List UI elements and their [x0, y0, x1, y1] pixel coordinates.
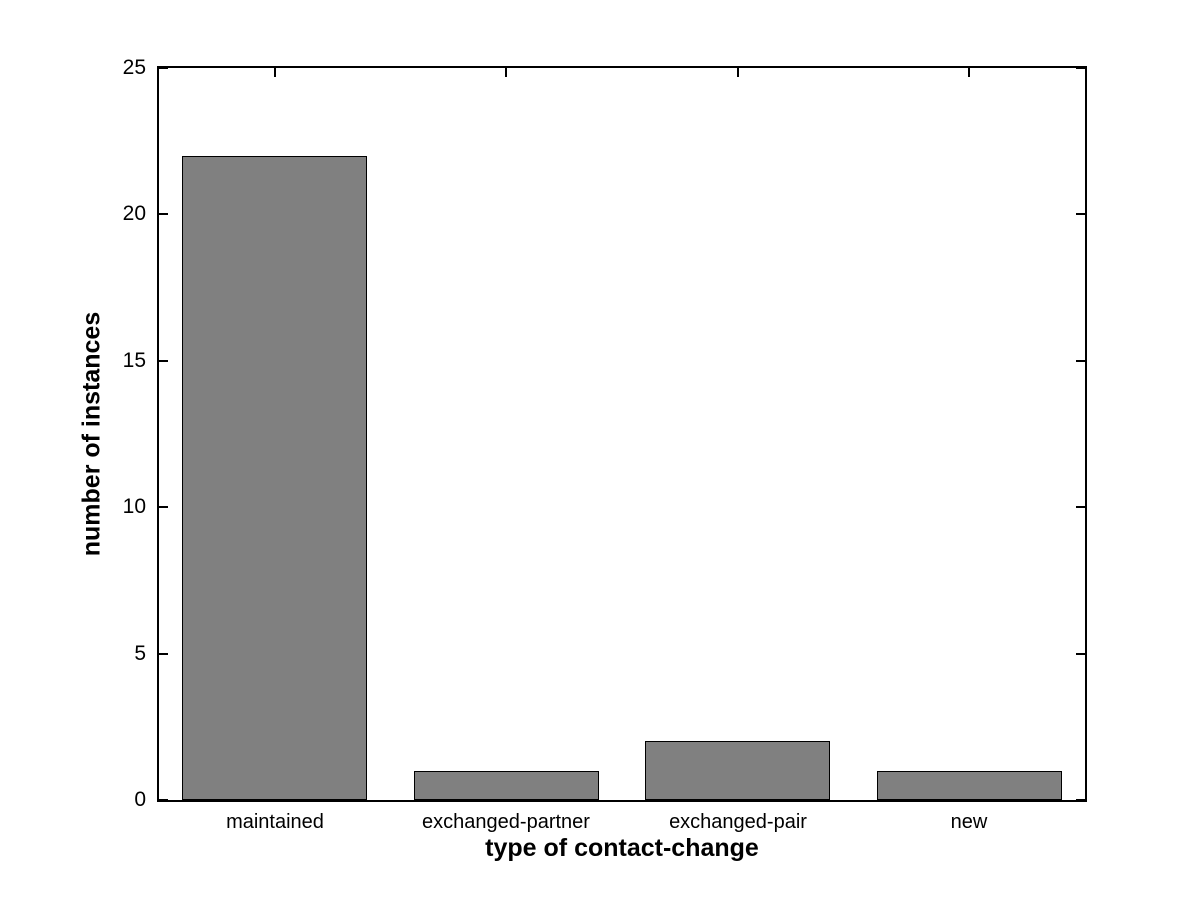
y-tick-label: 25 [122, 56, 146, 79]
y-axis-label-text: number of instances [77, 311, 106, 557]
x-tick-mark [737, 68, 739, 77]
y-tick-mark [159, 213, 168, 215]
y-tick-label: 5 [134, 642, 146, 665]
x-tick-label: exchanged-pair [669, 811, 807, 833]
y-tick-label: 10 [122, 495, 146, 518]
y-tick-mark [1076, 506, 1085, 508]
y-tick-mark [1076, 799, 1085, 801]
x-tick-mark [274, 68, 276, 77]
bar-exchanged-partner [414, 771, 599, 800]
y-tick-mark [1076, 360, 1085, 362]
x-tick-label: exchanged-partner [422, 811, 590, 833]
y-tick-label: 15 [122, 349, 146, 372]
y-tick-mark [1076, 67, 1085, 69]
y-tick-mark [1076, 653, 1085, 655]
x-tick-mark [968, 68, 970, 77]
bar-new [877, 771, 1062, 800]
y-tick-mark [1076, 213, 1085, 215]
y-tick-mark [159, 506, 168, 508]
x-axis-label: type of contact-change [485, 834, 759, 862]
y-tick-mark [159, 360, 168, 362]
plot-area [157, 66, 1087, 802]
bar-maintained [182, 156, 367, 800]
y-tick-mark [159, 653, 168, 655]
x-tick-mark [505, 68, 507, 77]
y-tick-mark [159, 67, 168, 69]
bar-exchanged-pair [645, 741, 830, 800]
x-tick-label: new [950, 811, 988, 833]
y-tick-label: 0 [134, 788, 146, 811]
x-tick-label: maintained [226, 811, 324, 833]
y-tick-mark [159, 799, 168, 801]
y-tick-label: 20 [122, 202, 146, 225]
